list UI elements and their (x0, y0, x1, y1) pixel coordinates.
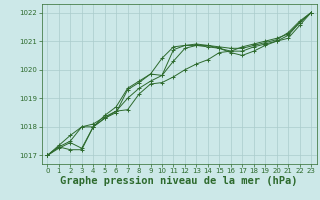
X-axis label: Graphe pression niveau de la mer (hPa): Graphe pression niveau de la mer (hPa) (60, 176, 298, 186)
